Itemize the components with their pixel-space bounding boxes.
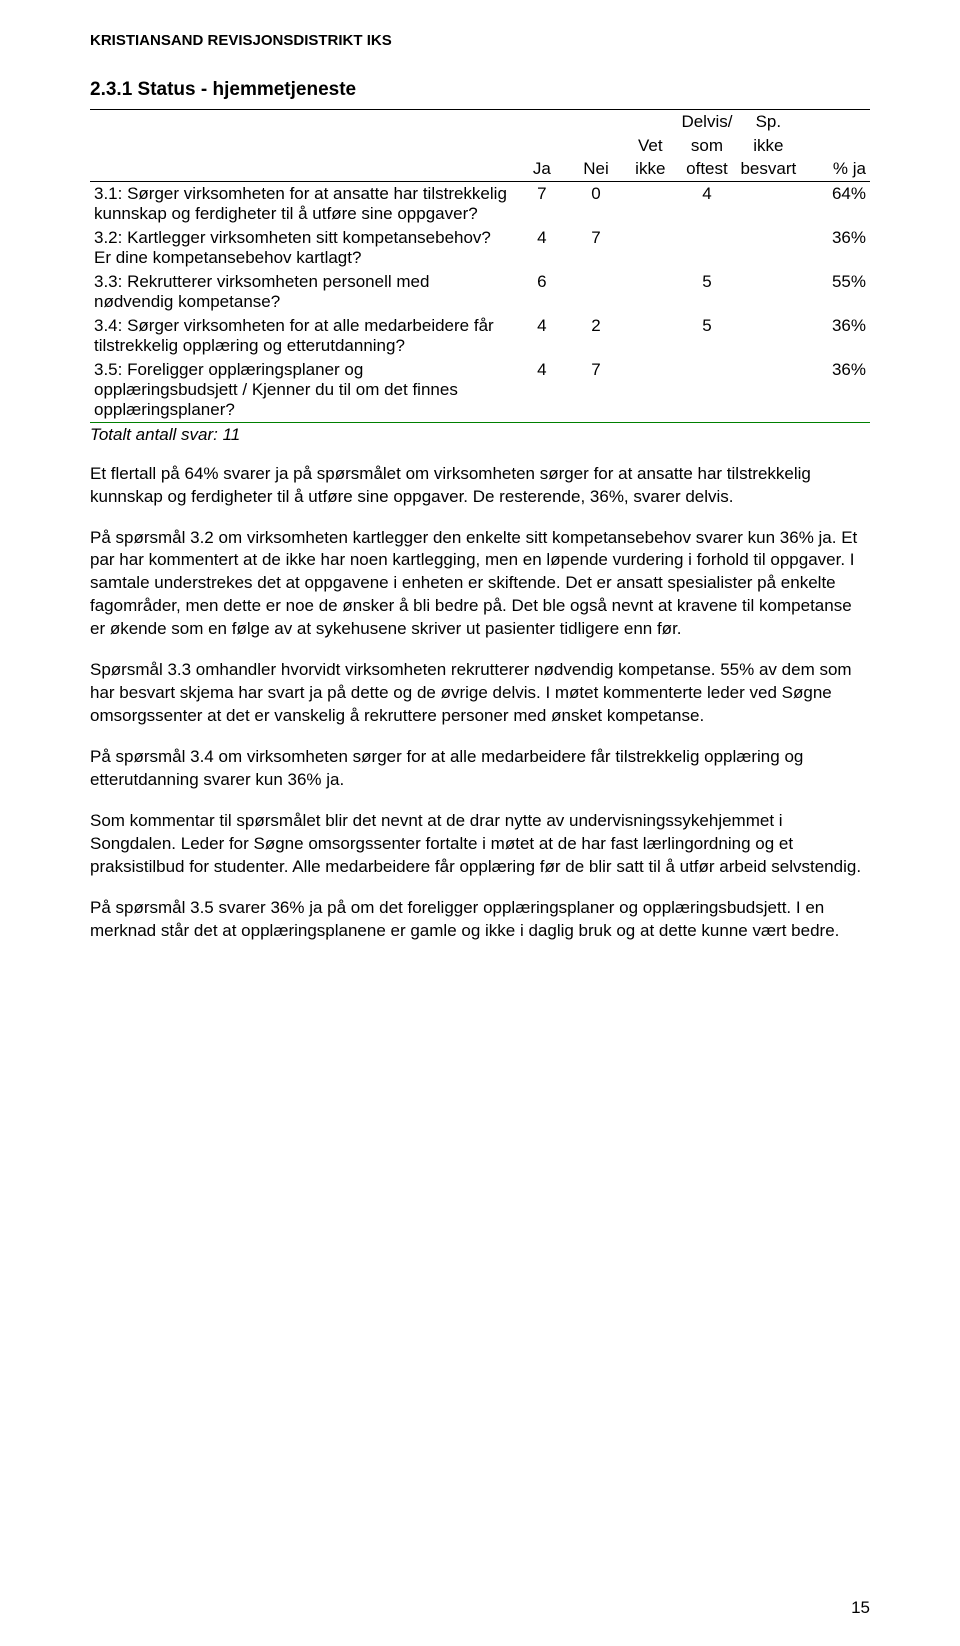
cell-delvis: 5 [677,270,736,314]
cell-nei: 2 [569,314,623,358]
data-table: Delvis/ Sp. Vet som ikke Ja Nei ikke oft… [90,109,870,423]
cell-sp [736,181,800,226]
table-row: 3.5: Foreligger opplæringsplaner og oppl… [90,358,870,423]
cell-sp [736,270,800,314]
cell-nei: 0 [569,181,623,226]
col-sp-l3: besvart [736,157,800,181]
cell-pct: 55% [800,270,870,314]
paragraph: Som kommentar til spørsmålet blir det ne… [90,810,870,879]
cell-ja: 4 [515,358,569,423]
totals-label: Totalt antall svar: 11 [90,425,870,445]
paragraph: På spørsmål 3.2 om virksomheten kartlegg… [90,527,870,642]
cell-vet [623,314,677,358]
paragraph: På spørsmål 3.4 om virksomheten sørger f… [90,746,870,792]
cell-ja: 6 [515,270,569,314]
section-title: 2.3.1 Status - hjemmetjeneste [90,79,870,101]
cell-nei: 7 [569,226,623,270]
col-sp-l2: ikke [736,134,800,158]
table-bottom-rule [90,422,870,423]
cell-pct: 36% [800,358,870,423]
col-delvis-l2: som [677,134,736,158]
cell-pct: 36% [800,226,870,270]
cell-sp [736,226,800,270]
body-text: Et flertall på 64% svarer ja på spørsmål… [90,463,870,943]
paragraph: Et flertall på 64% svarer ja på spørsmål… [90,463,870,509]
cell-delvis [677,358,736,423]
cell-vet [623,358,677,423]
paragraph: På spørsmål 3.5 svarer 36% ja på om det … [90,897,870,943]
cell-delvis [677,226,736,270]
question-cell: 3.5: Foreligger opplæringsplaner og oppl… [90,358,515,423]
cell-pct: 64% [800,181,870,226]
cell-delvis: 4 [677,181,736,226]
question-cell: 3.3: Rekrutterer virksomheten personell … [90,270,515,314]
col-sp-l1: Sp. [736,110,800,134]
col-ja: Ja [515,157,569,181]
paragraph: Spørsmål 3.3 omhandler hvorvidt virksomh… [90,659,870,728]
page: KRISTIANSAND REVISJONSDISTRIKT IKS 2.3.1… [0,0,960,1646]
table-row: 3.1: Sørger virksomheten for at ansatte … [90,181,870,226]
question-cell: 3.2: Kartlegger virksomheten sitt kompet… [90,226,515,270]
col-nei: Nei [569,157,623,181]
cell-ja: 7 [515,181,569,226]
cell-ja: 4 [515,314,569,358]
table-row: 3.4: Sørger virksomheten for at alle med… [90,314,870,358]
cell-sp [736,314,800,358]
table-row: 3.3: Rekrutterer virksomheten personell … [90,270,870,314]
cell-delvis: 5 [677,314,736,358]
table-header-row-2: Vet som ikke [90,134,870,158]
table-row: 3.2: Kartlegger virksomheten sitt kompet… [90,226,870,270]
col-pctja: % ja [800,157,870,181]
cell-pct: 36% [800,314,870,358]
cell-vet [623,226,677,270]
col-delvis-l1: Delvis/ [677,110,736,134]
cell-vet [623,270,677,314]
question-cell: 3.4: Sørger virksomheten for at alle med… [90,314,515,358]
col-vet-l2: ikke [623,157,677,181]
cell-nei: 7 [569,358,623,423]
cell-ja: 4 [515,226,569,270]
table-header-row-3: Ja Nei ikke oftest besvart % ja [90,157,870,181]
cell-sp [736,358,800,423]
cell-nei [569,270,623,314]
cell-vet [623,181,677,226]
document-header: KRISTIANSAND REVISJONSDISTRIKT IKS [90,32,870,49]
col-vet-l1: Vet [623,134,677,158]
col-delvis-l3: oftest [677,157,736,181]
table-header-row-1: Delvis/ Sp. [90,110,870,134]
question-cell: 3.1: Sørger virksomheten for at ansatte … [90,181,515,226]
page-number: 15 [851,1598,870,1618]
